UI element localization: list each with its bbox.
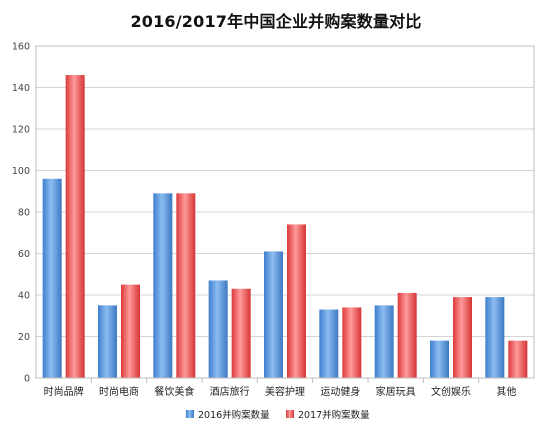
- bar-2017: [121, 284, 140, 378]
- bars-layer: [42, 75, 528, 379]
- bar-2016: [98, 305, 117, 378]
- x-category-label: 时尚品牌: [44, 385, 84, 398]
- bar-2017: [65, 75, 85, 379]
- bar-2017: [342, 307, 362, 378]
- bar-2017: [397, 292, 417, 378]
- legend-swatch: [286, 410, 294, 418]
- bar-2016: [264, 251, 283, 378]
- bar-2016: [42, 178, 62, 378]
- bar-2016: [374, 305, 394, 378]
- y-tick-label: 120: [12, 125, 30, 136]
- y-tick-label: 40: [18, 291, 30, 302]
- x-category-label: 时尚电商: [99, 385, 139, 398]
- legend: 2016并购案数量 2017并购案数量: [186, 409, 370, 421]
- bar-2017: [453, 297, 472, 378]
- legend-swatch: [186, 410, 194, 418]
- x-category-label: 其他: [496, 385, 516, 398]
- y-tick-label: 0: [24, 374, 30, 385]
- plot-frame: [35, 45, 535, 379]
- chart-title: 2016/2017年中国企业并购案数量对比: [130, 12, 422, 31]
- bar-2016: [430, 340, 449, 378]
- y-tick-label: 160: [12, 42, 30, 53]
- legend-label: 2016并购案数量: [198, 409, 270, 421]
- axis-layer: 0 20 40 60 80 100 120 140 160 时尚品牌 时尚电商 餐饮美食 酒店旅行 美容护…: [12, 42, 535, 398]
- y-tick-label: 100: [12, 166, 30, 177]
- x-category-label: 运动健身: [320, 385, 360, 398]
- bar-2017: [176, 193, 196, 378]
- y-tick-label: 60: [18, 249, 30, 260]
- bar-2016: [485, 297, 505, 378]
- bar-2017: [231, 288, 251, 378]
- bar-2016: [319, 309, 339, 378]
- bar-2016: [153, 193, 173, 378]
- y-tick-label: 140: [12, 83, 30, 94]
- x-category-label: 文创娱乐: [431, 385, 471, 398]
- bar-2017: [287, 224, 306, 378]
- x-category-label: 酒店旅行: [210, 385, 250, 398]
- y-tick-label: 20: [18, 332, 30, 343]
- x-category-label: 家居玩具: [376, 385, 416, 398]
- x-category-label: 美容护理: [265, 385, 305, 398]
- bar-2016: [208, 280, 228, 378]
- x-category-label: 餐饮美食: [154, 385, 194, 398]
- legend-label: 2017并购案数量: [298, 409, 370, 421]
- bar-2017: [508, 340, 528, 378]
- y-tick-label: 80: [18, 208, 30, 219]
